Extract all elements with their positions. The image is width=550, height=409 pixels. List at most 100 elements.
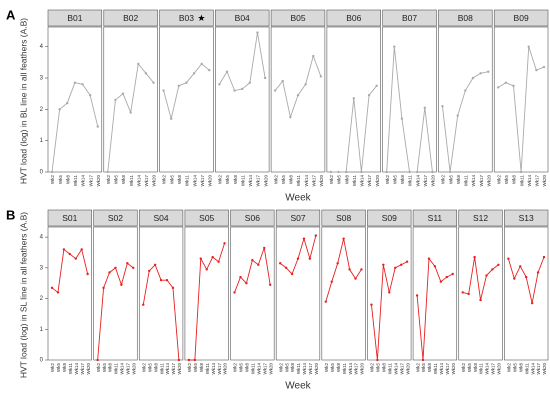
x-tick-label: Wk5 <box>376 363 381 372</box>
x-axis-label: Week <box>285 193 311 204</box>
data-point <box>137 62 140 66</box>
data-point <box>263 246 266 250</box>
data-point <box>169 117 173 120</box>
x-tick-label: Wk8 <box>473 363 478 372</box>
data-point <box>512 84 515 88</box>
panel <box>504 226 549 361</box>
data-point <box>352 97 355 100</box>
data-point <box>536 271 540 274</box>
x-tick-label: Wk14 <box>527 175 532 187</box>
x-tick-label: Wk11 <box>408 175 413 187</box>
x-tick-label: Wk5 <box>239 363 244 372</box>
x-tick-label: Wk8 <box>290 363 295 372</box>
data-point <box>74 257 77 260</box>
facet-label: B07 <box>402 13 417 23</box>
data-point <box>530 301 534 305</box>
x-tick-label: Wk14 <box>211 363 216 375</box>
x-tick-label: Wk20 <box>405 363 410 375</box>
data-point <box>88 94 92 97</box>
data-point <box>330 280 333 283</box>
x-axis-label: Week <box>285 381 311 392</box>
data-point <box>485 274 488 277</box>
data-point <box>165 278 169 282</box>
x-tick-label: Wk14 <box>248 175 253 187</box>
data-point <box>208 68 211 72</box>
data-point <box>324 300 328 303</box>
y-tick-label: 0 <box>40 170 44 176</box>
facet-label: S08 <box>336 213 351 223</box>
data-point <box>152 81 155 84</box>
x-tick-label: Wk14 <box>393 363 398 375</box>
x-tick-label: Wk5 <box>504 175 509 184</box>
data-point <box>223 242 226 245</box>
panel <box>412 226 458 361</box>
facet-label: S13 <box>519 213 534 223</box>
x-tick-label: Wk11 <box>342 363 347 375</box>
facet-label: B09 <box>514 13 529 23</box>
strip <box>458 209 503 227</box>
data-point <box>268 283 272 286</box>
facet-label: S02 <box>108 213 123 223</box>
data-point <box>66 101 69 105</box>
x-tick-label: Wk17 <box>399 363 404 375</box>
x-tick-label: Wk11 <box>524 363 529 375</box>
data-point <box>129 111 132 114</box>
x-tick-label: Wk14 <box>120 363 125 375</box>
facet-label: S12 <box>473 213 488 223</box>
x-tick-label: Wk5 <box>467 363 472 372</box>
x-tick-label: Wk2 <box>106 175 111 184</box>
data-point <box>205 268 208 271</box>
data-point <box>302 237 306 240</box>
x-tick-label: Wk8 <box>427 363 432 372</box>
x-tick-label: Wk20 <box>542 175 547 187</box>
y-tick-label: 4 <box>40 44 44 50</box>
data-point <box>427 257 431 260</box>
data-point <box>281 79 284 83</box>
facet-label: B08 <box>458 13 473 23</box>
data-point <box>400 117 404 120</box>
x-tick-label: Wk20 <box>375 175 380 187</box>
annotation: ★ <box>197 13 205 23</box>
panel <box>47 226 92 361</box>
facet-label: S06 <box>245 213 260 223</box>
x-tick-label: Wk5 <box>114 175 119 184</box>
x-tick-label: Wk17 <box>423 175 428 187</box>
data-point <box>415 294 419 297</box>
x-tick-label: Wk8 <box>65 175 70 184</box>
facet-label: B01 <box>67 13 82 23</box>
data-point <box>461 291 464 294</box>
data-point <box>278 262 282 265</box>
y-tick-label: 2 <box>40 296 44 302</box>
data-point <box>102 286 105 290</box>
data-point <box>441 105 444 108</box>
x-tick-label: Wk5 <box>330 363 335 372</box>
x-tick-label: Wk8 <box>382 363 387 372</box>
strip <box>493 9 549 27</box>
data-point <box>473 255 476 259</box>
strip <box>230 209 275 227</box>
x-tick-label: Wk17 <box>217 363 222 375</box>
x-tick-label: Wk2 <box>278 363 283 372</box>
data-point <box>445 275 448 279</box>
x-tick-label: Wk8 <box>153 363 158 372</box>
x-tick-label: Wk20 <box>360 363 365 375</box>
data-point <box>423 106 427 109</box>
facet-label: B06 <box>346 13 361 23</box>
x-tick-label: Wk14 <box>530 363 535 375</box>
x-tick-label: Wk11 <box>73 175 78 187</box>
x-tick-label: Wk17 <box>491 363 496 375</box>
facet-label: S05 <box>199 213 214 223</box>
panel <box>138 226 184 361</box>
panel <box>103 26 158 173</box>
x-tick-label: Wk14 <box>192 175 197 187</box>
data-point <box>394 266 397 270</box>
x-tick-label: Wk17 <box>200 175 205 187</box>
y-tick-label: 3 <box>40 76 44 82</box>
x-tick-label: Wk14 <box>81 175 86 187</box>
data-point <box>507 257 510 260</box>
data-point <box>81 83 84 86</box>
x-tick-label: Wk20 <box>96 175 101 187</box>
data-point <box>439 280 443 283</box>
data-point <box>218 83 221 86</box>
